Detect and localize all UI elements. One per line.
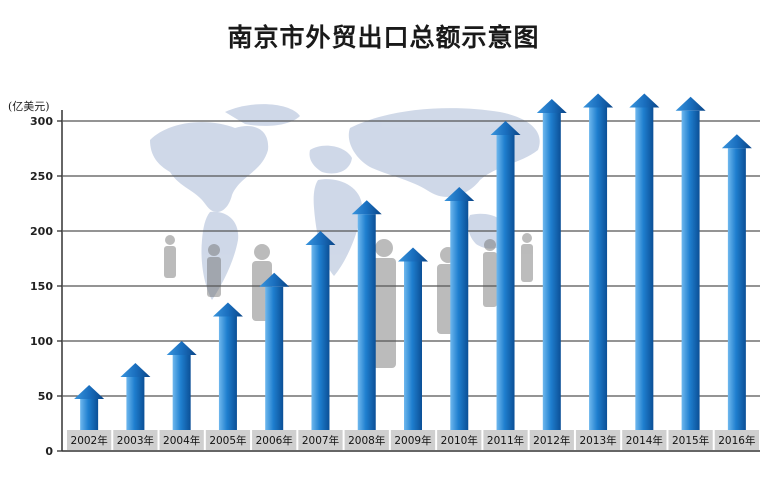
y-tick-label: 200 [30,225,53,238]
bar-2016年 [721,134,752,430]
bar-arrowhead [120,363,151,377]
y-axis-ticks: 0 50 100 150 200 250 300 [30,115,62,458]
x-tick-label: 2002年 [71,434,108,447]
x-tick-label: 2008年 [348,434,385,447]
x-tick-label: 2013年 [579,434,616,447]
bar-arrowhead [74,385,105,399]
bar-shaft [589,107,608,430]
bar-shaft [727,148,746,430]
bar-shaft [404,261,422,430]
bar-arrowhead [536,99,567,113]
bar-shaft [311,245,330,430]
bar-arrowhead [675,96,706,111]
bar-arrowhead [398,247,428,262]
x-tick-label: 2005年 [209,434,246,447]
x-tick-label: 2010年 [441,434,478,447]
bar-arrowhead [259,272,290,287]
bar-shaft [265,286,284,430]
bar-2006年 [259,272,290,430]
x-tick-label: 2003年 [117,434,154,447]
x-tick-label: 2012年 [533,434,570,447]
x-label-box [390,430,436,450]
bar-2015年 [675,96,706,431]
y-tick-label: 250 [30,170,53,183]
x-label-box [159,430,204,450]
bar-arrowhead [351,200,382,215]
x-tick-label: 2004年 [163,434,200,447]
bar-arrowhead [212,302,243,317]
bar-2011年 [490,121,521,430]
y-tick-label: 100 [30,335,53,348]
bar-shaft [681,110,700,431]
x-label-box [622,430,667,450]
x-label-box [714,430,759,450]
x-tick-label: 2011年 [487,434,524,447]
x-label-box [205,430,251,450]
x-label-box [575,430,621,450]
bar-2007年 [305,231,336,430]
bar-shaft [635,107,654,430]
x-label-box [437,430,482,450]
x-tick-label: 2016年 [718,434,755,447]
bar-arrowhead [444,187,475,201]
bar-2014年 [629,93,660,430]
bars [74,93,752,431]
x-tick-label: 2006年 [256,434,293,447]
bar-shaft [450,201,469,430]
bar-arrowhead [305,231,336,245]
bar-arrowhead [629,93,660,108]
bar-2013年 [583,93,614,430]
bar-arrowhead [583,93,614,108]
x-tick-label: 2007年 [302,434,339,447]
x-label-box [113,430,158,450]
bar-shaft [126,377,145,430]
bar-shaft [542,113,561,430]
bar-2008年 [351,200,382,430]
bar-shaft [172,355,191,430]
y-tick-label: 0 [45,445,53,458]
chart-title: 南京市外贸出口总额示意图 [227,23,540,52]
bar-2003年 [120,363,151,430]
x-tick-label: 2009年 [394,434,431,447]
bar-shaft [496,135,515,430]
x-label-box [529,430,574,450]
x-tick-label: 2015年 [672,434,709,447]
bar-2004年 [166,341,197,430]
y-tick-label: 150 [30,280,53,293]
y-tick-label: 300 [30,115,53,128]
x-label-box [252,430,297,450]
bar-arrowhead [721,134,752,149]
bar-2002年 [74,385,105,430]
bar-2005年 [212,302,243,430]
bar-2012年 [536,99,567,430]
bar-arrowhead [166,341,197,355]
x-label-box [344,430,389,450]
x-tick-label: 2014年 [626,434,663,447]
bar-shaft [357,214,376,430]
x-label-box [298,430,343,450]
bar-shaft [80,399,99,430]
bar-arrowhead [490,121,521,135]
bar-2009年 [398,247,428,430]
bar-2010年 [444,187,475,430]
x-axis-labels: 2002年 2003年 2004年 2005年 2006年 2007年 2008年 2009年… [67,430,759,450]
x-label-box [483,430,528,450]
x-label-box [67,430,112,450]
bar-shaft [218,316,237,430]
y-axis-unit-label: (亿美元) [8,100,50,113]
y-tick-label: 50 [38,390,54,403]
x-label-box [668,430,713,450]
